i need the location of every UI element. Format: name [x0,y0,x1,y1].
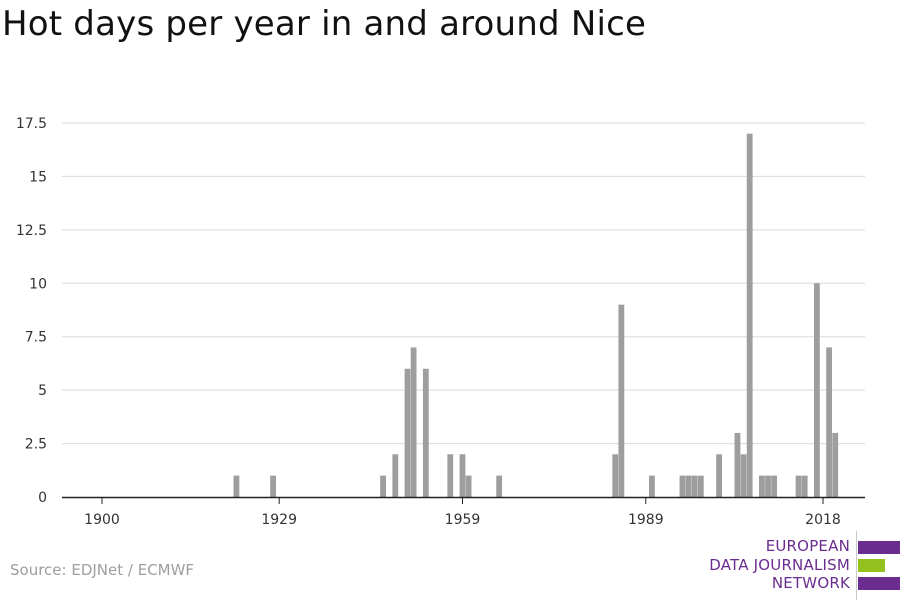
bar [459,454,466,497]
bar [813,283,820,497]
bar [496,475,503,497]
logo-bar-purple-top [858,541,900,554]
y-tick-label: 10 [29,276,47,292]
logo-divider [856,531,857,600]
logo-line-network: NETWORK [771,574,850,592]
bar [612,454,619,497]
bar [618,304,625,497]
bar [801,475,808,497]
bar [765,475,771,497]
bar [392,454,399,497]
bar [740,454,747,497]
source-note: Source: EDJNet / ECMWF [10,561,195,579]
x-tick-label: 1929 [261,512,297,528]
logo-line-european: EUROPEAN [765,537,850,555]
gridlines [62,122,865,445]
y-tick-label: 12.5 [16,223,47,239]
chart-title: Hot days per year in and around Nice [2,4,647,44]
bar [233,475,240,497]
bar [697,475,704,497]
logo-bar-purple-bottom [858,577,900,590]
y-tick-label: 0 [38,490,47,506]
bar [771,475,778,497]
y-tick-label: 15 [29,169,47,185]
bar [832,432,839,497]
bars [233,133,839,497]
bar [826,347,833,497]
bar [758,475,765,497]
bar [404,368,411,497]
bar [270,475,276,497]
bar [410,347,417,497]
bar [447,454,454,497]
y-tick-label: 7.5 [25,330,47,346]
bar [691,475,698,497]
x-tick-label: 1959 [445,512,481,528]
y-axis-tick-labels: 0 2.5 5 7.5 10 12.5 15 17.5 [16,116,47,506]
y-tick-label: 5 [38,383,47,399]
bar [685,475,692,497]
x-tick-label: 1900 [84,512,120,528]
bar [465,475,472,497]
y-tick-label: 17.5 [16,116,47,132]
bar [422,368,429,497]
bar [380,475,386,497]
bar [649,475,655,497]
edjnet-logo: EUROPEAN DATA JOURNALISM NETWORK [709,537,850,593]
logo-bar-green [858,559,885,572]
bar [734,432,741,497]
bar [795,475,802,497]
logo-line-data-journalism: DATA JOURNALISM [709,555,850,574]
bar [746,133,753,497]
bar-chart: 0 2.5 5 7.5 10 12.5 15 17.5 1900 1929 1959 1989 201… [16,116,865,528]
bar [716,454,723,497]
x-tick-label: 2018 [805,512,841,528]
bar [679,475,686,497]
x-tick-label: 1989 [628,512,664,528]
y-tick-label: 2.5 [25,437,47,453]
x-axis: 1900 1929 1959 1989 2018 [62,496,865,528]
